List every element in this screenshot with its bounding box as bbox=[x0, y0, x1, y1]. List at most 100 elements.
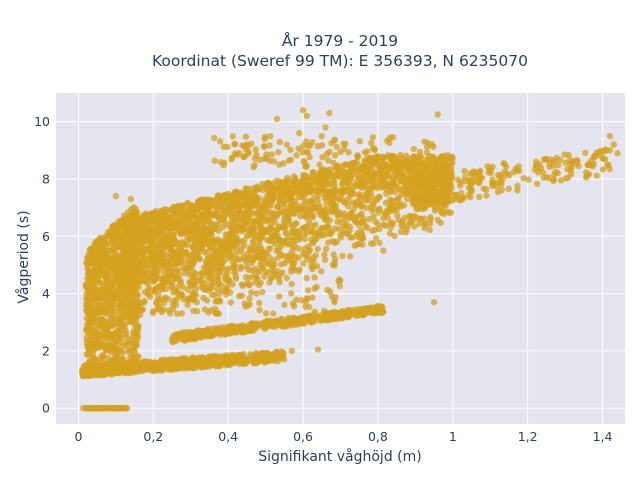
data-point bbox=[121, 246, 127, 252]
data-point bbox=[425, 180, 431, 186]
data-point bbox=[357, 174, 363, 180]
data-point bbox=[130, 288, 136, 294]
data-point bbox=[133, 331, 139, 337]
data-point bbox=[129, 262, 135, 268]
data-point bbox=[138, 231, 144, 237]
data-point bbox=[150, 255, 156, 261]
data-point bbox=[246, 322, 252, 328]
data-point bbox=[387, 189, 393, 195]
data-point bbox=[145, 220, 151, 226]
data-point bbox=[313, 236, 319, 242]
data-point bbox=[136, 284, 142, 290]
data-point bbox=[286, 197, 292, 203]
data-point bbox=[398, 222, 404, 228]
data-point bbox=[424, 170, 430, 176]
data-point bbox=[372, 227, 378, 233]
data-point bbox=[127, 218, 133, 224]
data-point bbox=[273, 233, 279, 239]
data-point bbox=[98, 317, 104, 323]
data-point bbox=[187, 335, 193, 341]
data-point bbox=[263, 194, 269, 200]
data-point bbox=[332, 225, 338, 231]
data-point bbox=[413, 196, 419, 202]
data-point bbox=[243, 357, 249, 363]
data-point bbox=[211, 226, 217, 232]
data-point bbox=[445, 184, 451, 190]
data-point bbox=[376, 240, 382, 246]
data-point bbox=[461, 168, 467, 174]
data-point bbox=[336, 166, 342, 172]
data-point bbox=[375, 303, 381, 309]
data-point bbox=[209, 326, 215, 332]
data-point bbox=[343, 220, 349, 226]
data-point bbox=[426, 192, 432, 198]
data-point bbox=[324, 316, 330, 322]
data-point bbox=[199, 235, 205, 241]
data-point bbox=[334, 239, 340, 245]
data-point bbox=[370, 307, 376, 313]
data-point bbox=[302, 209, 308, 215]
data-point bbox=[120, 302, 126, 308]
data-point bbox=[436, 188, 442, 194]
data-point bbox=[477, 168, 483, 174]
data-point bbox=[332, 173, 338, 179]
data-point bbox=[90, 354, 96, 360]
data-point bbox=[412, 179, 418, 185]
data-point bbox=[99, 355, 105, 361]
data-point bbox=[319, 171, 325, 177]
data-point bbox=[154, 231, 160, 237]
data-point bbox=[124, 361, 130, 367]
data-point bbox=[131, 276, 137, 282]
data-point bbox=[315, 246, 321, 252]
data-point bbox=[178, 231, 184, 237]
data-point bbox=[223, 231, 229, 237]
data-point bbox=[370, 168, 376, 174]
data-point bbox=[98, 405, 104, 411]
data-point bbox=[281, 224, 287, 230]
data-point bbox=[358, 236, 364, 242]
data-point bbox=[405, 222, 411, 228]
data-point bbox=[239, 211, 245, 217]
data-point bbox=[302, 225, 308, 231]
data-point bbox=[86, 304, 92, 310]
data-point bbox=[204, 249, 210, 255]
data-point bbox=[397, 187, 403, 193]
data-point bbox=[147, 294, 153, 300]
data-point bbox=[263, 201, 269, 207]
data-point bbox=[432, 207, 438, 213]
data-point bbox=[99, 368, 105, 374]
data-point bbox=[514, 183, 520, 189]
data-point bbox=[226, 222, 232, 228]
data-point bbox=[160, 214, 166, 220]
data-point bbox=[289, 222, 295, 228]
data-point bbox=[131, 255, 137, 261]
data-point bbox=[274, 213, 280, 219]
data-point bbox=[121, 221, 127, 227]
data-point bbox=[299, 320, 305, 326]
data-point bbox=[278, 180, 284, 186]
data-point bbox=[337, 174, 343, 180]
data-point bbox=[98, 287, 104, 293]
data-point bbox=[499, 187, 505, 193]
data-point bbox=[222, 213, 228, 219]
data-point bbox=[140, 261, 146, 267]
data-point bbox=[171, 210, 177, 216]
data-point bbox=[97, 323, 103, 329]
data-point bbox=[348, 311, 354, 317]
data-point bbox=[308, 189, 314, 195]
data-point bbox=[309, 228, 315, 234]
data-point bbox=[216, 291, 222, 297]
data-point bbox=[163, 232, 169, 238]
data-point bbox=[301, 183, 307, 189]
data-point bbox=[369, 177, 375, 183]
data-point bbox=[261, 215, 267, 221]
data-point bbox=[280, 350, 286, 356]
data-point bbox=[346, 162, 352, 168]
data-point bbox=[438, 220, 444, 226]
data-point bbox=[332, 315, 338, 321]
data-point bbox=[349, 234, 355, 240]
data-point bbox=[153, 219, 159, 225]
data-point bbox=[292, 239, 298, 245]
